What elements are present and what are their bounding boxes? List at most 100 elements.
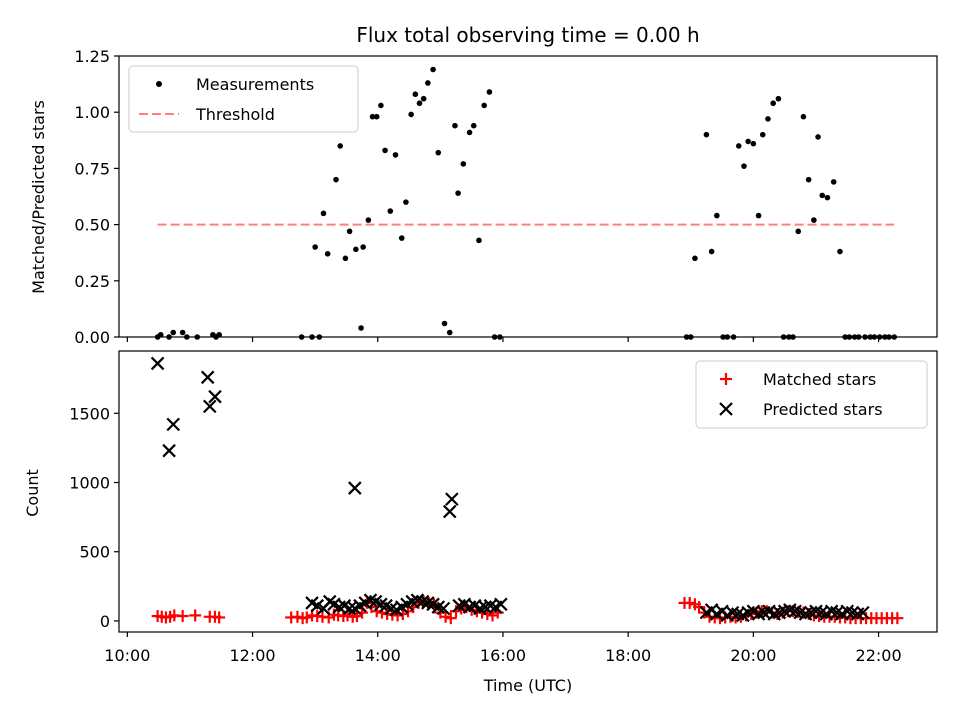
measurement-point (714, 212, 720, 219)
measurement-point (416, 100, 423, 107)
measurement-point (216, 331, 222, 338)
measurement-point (412, 91, 419, 98)
matched-star-point (450, 605, 463, 618)
bottom-y-tick-label: 0 (100, 612, 110, 631)
x-tick-label: 16:00 (480, 646, 526, 665)
measurement-point (353, 246, 359, 253)
matched-star-point (476, 606, 489, 619)
measurement-point (481, 102, 487, 109)
matched-star-point (176, 610, 189, 623)
measurement-point (765, 116, 771, 122)
measurement-point (811, 217, 817, 223)
top-legend-box (128, 65, 359, 133)
measurement-point (819, 192, 826, 199)
measurement-point (805, 176, 812, 183)
measurement-point (795, 228, 802, 235)
predicted-star-point (202, 399, 217, 414)
legend-measurements-marker (156, 81, 162, 87)
legend-matched-label: Matched stars (763, 370, 876, 389)
measurement-point (741, 163, 747, 169)
measurement-point (837, 248, 843, 255)
predicted-star-point (150, 356, 165, 371)
legend-measurements-label: Measurements (196, 75, 314, 94)
measurement-point (324, 251, 331, 257)
measurement-point (703, 131, 710, 138)
predicted-star-point (342, 601, 357, 616)
bottom-legend-box (695, 360, 928, 429)
measurement-point (775, 95, 782, 102)
measurement-point (337, 143, 343, 149)
predicted-star-point (436, 601, 451, 616)
x-tick-label: 10:00 (104, 646, 150, 665)
measurement-point (360, 244, 366, 250)
top-y-axis-label: Matched/Predicted stars (29, 100, 48, 294)
top-y-tick-label: 0.25 (74, 272, 110, 291)
measurement-point (312, 244, 318, 250)
matched-star-point (683, 596, 696, 609)
top-y-ticks: 0.00 0.25 0.50 0.75 1.00 1.25 (74, 47, 119, 347)
measurement-point (342, 255, 349, 262)
matched-star-point (444, 612, 457, 625)
measurement-point (179, 329, 186, 336)
predicted-star-point (348, 481, 362, 495)
measurement-point (157, 331, 164, 338)
measurement-point (425, 80, 431, 86)
predicted-star-point (494, 597, 508, 612)
bottom-x-ticks: 10:00 12:00 14:00 16:00 18:00 20:00 22:00 (104, 632, 902, 665)
measurement-point (452, 122, 458, 129)
predicted-star-point (166, 417, 181, 432)
bottom-axes-frame (118, 350, 938, 633)
measurement-point (170, 329, 177, 336)
measurement-point (365, 217, 372, 223)
x-tick-label: 12:00 (229, 646, 275, 665)
x-axis-label: Time (UTC) (483, 676, 572, 695)
measurement-point (455, 190, 461, 196)
measurement-point (382, 147, 388, 154)
measurement-point (358, 325, 364, 331)
measurement-point (398, 235, 405, 241)
bottom-y-tick-label: 1000 (69, 474, 110, 493)
measurement-point (333, 176, 339, 183)
measurement-point (470, 122, 477, 129)
top-legend: Measurements Threshold (128, 65, 359, 133)
bottom-legend: Matched stars Predicted stars (695, 360, 928, 429)
legend-threshold-label: Threshold (195, 105, 275, 124)
top-axes-frame (118, 55, 938, 338)
top-y-tick-label: 0.75 (74, 159, 110, 178)
top-y-tick-label: 0.00 (74, 328, 110, 347)
measurement-point (378, 102, 384, 109)
measurement-point (320, 210, 327, 217)
measurement-point (830, 179, 837, 185)
legend-predicted-label: Predicted stars (763, 400, 883, 419)
measurement-point (441, 320, 448, 327)
measurement-point (346, 228, 353, 235)
top-y-tick-label: 0.50 (74, 216, 110, 235)
matched-star-point (189, 609, 202, 622)
measurement-point (420, 95, 427, 102)
measurement-point (387, 208, 394, 214)
measurement-point (476, 237, 482, 244)
legend-matched-marker (720, 373, 732, 385)
matched-star-point (300, 611, 313, 624)
measurement-point (403, 199, 409, 205)
x-tick-label: 18:00 (605, 646, 651, 665)
bottom-y-axis-label: Count (23, 469, 42, 517)
measurement-point (770, 100, 776, 107)
bottom-y-ticks: 0 500 1000 1500 (69, 404, 119, 631)
x-tick-label: 20:00 (730, 646, 776, 665)
measurement-point (755, 212, 762, 219)
predicted-star-point (162, 443, 176, 458)
matched-star-point (213, 611, 226, 624)
bottom-panel: 10:00 12:00 14:00 16:00 18:00 20:00 22:00 0 500… (23, 350, 938, 695)
chart-title: Flux total observing time = 0.00 h (356, 23, 699, 47)
measurement-point (735, 143, 742, 149)
measurement-point (800, 113, 807, 120)
measurement-point (486, 89, 493, 95)
measurement-point (460, 161, 467, 167)
matched-star-point (693, 601, 706, 614)
bottom-plot-area (150, 356, 904, 625)
matched-star-point (439, 610, 452, 623)
top-y-tick-label: 1.25 (74, 47, 110, 66)
predicted-star-point (856, 605, 870, 620)
